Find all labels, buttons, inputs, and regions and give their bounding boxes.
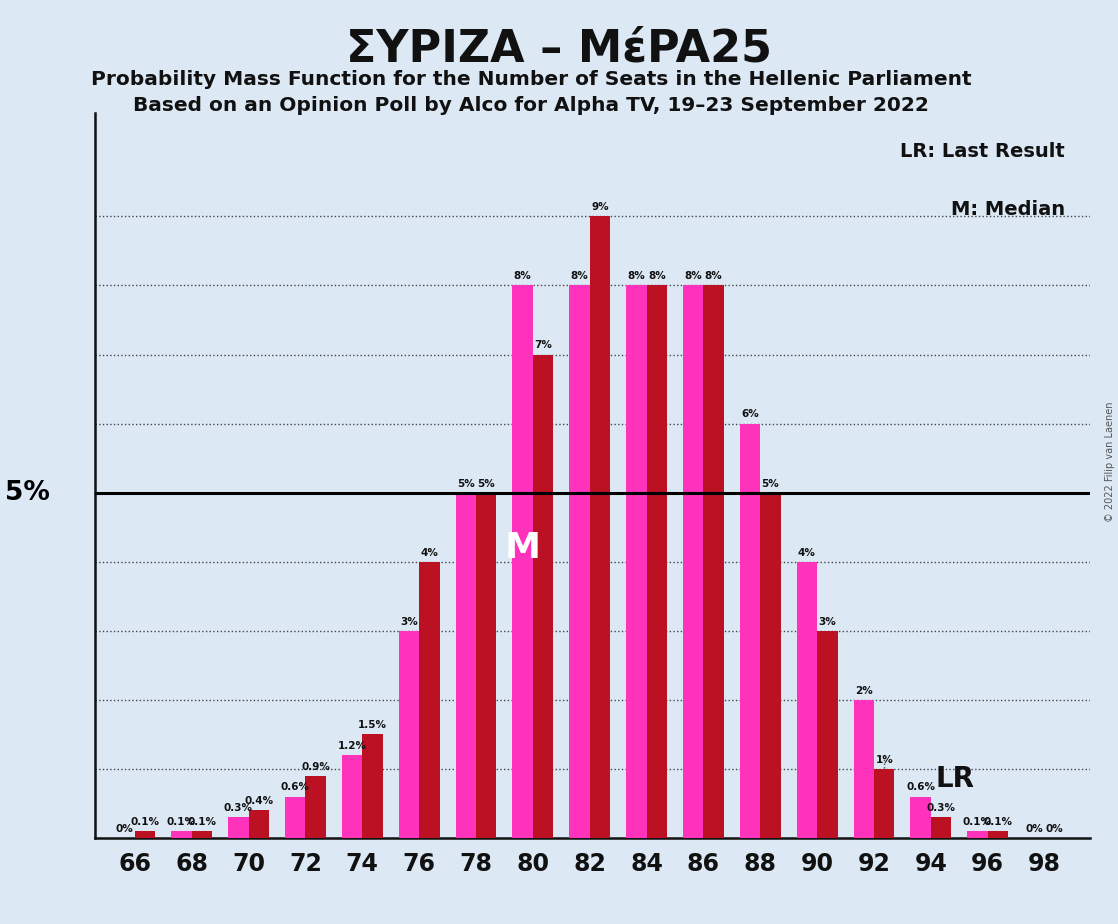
- Text: 2%: 2%: [855, 686, 873, 696]
- Text: 8%: 8%: [648, 272, 665, 281]
- Text: 0%: 0%: [1046, 824, 1063, 834]
- Text: M: M: [504, 531, 541, 565]
- Text: 8%: 8%: [684, 272, 702, 281]
- Bar: [910, 796, 931, 838]
- Bar: [987, 832, 1008, 838]
- Bar: [626, 286, 646, 838]
- Text: M: Median: M: Median: [951, 200, 1065, 219]
- Bar: [683, 286, 703, 838]
- Text: LR: LR: [936, 765, 975, 794]
- Text: 3%: 3%: [818, 616, 836, 626]
- Text: 8%: 8%: [704, 272, 722, 281]
- Text: 9%: 9%: [591, 202, 608, 213]
- Bar: [760, 492, 780, 838]
- Text: 0.1%: 0.1%: [188, 817, 217, 827]
- Bar: [740, 423, 760, 838]
- Text: 0.1%: 0.1%: [963, 817, 992, 827]
- Text: 0.6%: 0.6%: [281, 783, 310, 793]
- Text: Probability Mass Function for the Number of Seats in the Hellenic Parliament: Probability Mass Function for the Number…: [91, 70, 972, 90]
- Bar: [589, 216, 610, 838]
- Bar: [248, 810, 269, 838]
- Text: 8%: 8%: [514, 272, 531, 281]
- Text: 0.4%: 0.4%: [244, 796, 273, 807]
- Text: 0.9%: 0.9%: [301, 761, 330, 772]
- Bar: [703, 286, 723, 838]
- Bar: [476, 492, 496, 838]
- Bar: [569, 286, 589, 838]
- Text: 5%: 5%: [761, 479, 779, 489]
- Bar: [455, 492, 476, 838]
- Text: 0.1%: 0.1%: [984, 817, 1013, 827]
- Text: LR: Last Result: LR: Last Result: [900, 141, 1065, 161]
- Text: 0.1%: 0.1%: [131, 817, 160, 827]
- Bar: [342, 755, 362, 838]
- Bar: [853, 699, 874, 838]
- Bar: [399, 631, 419, 838]
- Bar: [135, 832, 155, 838]
- Text: 1%: 1%: [875, 755, 893, 765]
- Text: 0%: 0%: [1025, 824, 1043, 834]
- Bar: [874, 769, 894, 838]
- Text: 4%: 4%: [798, 548, 816, 557]
- Bar: [362, 735, 382, 838]
- Text: 5%: 5%: [6, 480, 50, 505]
- Text: 4%: 4%: [420, 548, 438, 557]
- Bar: [285, 796, 305, 838]
- Bar: [171, 832, 191, 838]
- Text: 3%: 3%: [400, 616, 418, 626]
- Text: 1.2%: 1.2%: [338, 741, 367, 751]
- Text: 8%: 8%: [627, 272, 645, 281]
- Bar: [419, 562, 439, 838]
- Bar: [305, 776, 325, 838]
- Text: 7%: 7%: [534, 340, 552, 350]
- Bar: [646, 286, 667, 838]
- Text: 0.6%: 0.6%: [906, 783, 935, 793]
- Bar: [817, 631, 837, 838]
- Text: 5%: 5%: [477, 479, 495, 489]
- Bar: [931, 818, 951, 838]
- Bar: [512, 286, 533, 838]
- Bar: [228, 818, 248, 838]
- Text: 0.3%: 0.3%: [927, 803, 956, 813]
- Bar: [533, 355, 553, 838]
- Text: 6%: 6%: [741, 409, 759, 419]
- Text: 0.1%: 0.1%: [167, 817, 196, 827]
- Text: ΣΥΡΙΖΑ – ΜέPA25: ΣΥΡΙΖΑ – ΜέPA25: [345, 28, 773, 71]
- Text: © 2022 Filip van Laenen: © 2022 Filip van Laenen: [1105, 402, 1115, 522]
- Text: 0.3%: 0.3%: [224, 803, 253, 813]
- Bar: [191, 832, 212, 838]
- Text: 5%: 5%: [457, 479, 475, 489]
- Text: 8%: 8%: [570, 272, 588, 281]
- Text: 0%: 0%: [116, 824, 133, 834]
- Bar: [797, 562, 817, 838]
- Bar: [967, 832, 987, 838]
- Text: 1.5%: 1.5%: [358, 721, 387, 730]
- Text: Based on an Opinion Poll by Alco for Alpha TV, 19–23 September 2022: Based on an Opinion Poll by Alco for Alp…: [133, 96, 929, 116]
